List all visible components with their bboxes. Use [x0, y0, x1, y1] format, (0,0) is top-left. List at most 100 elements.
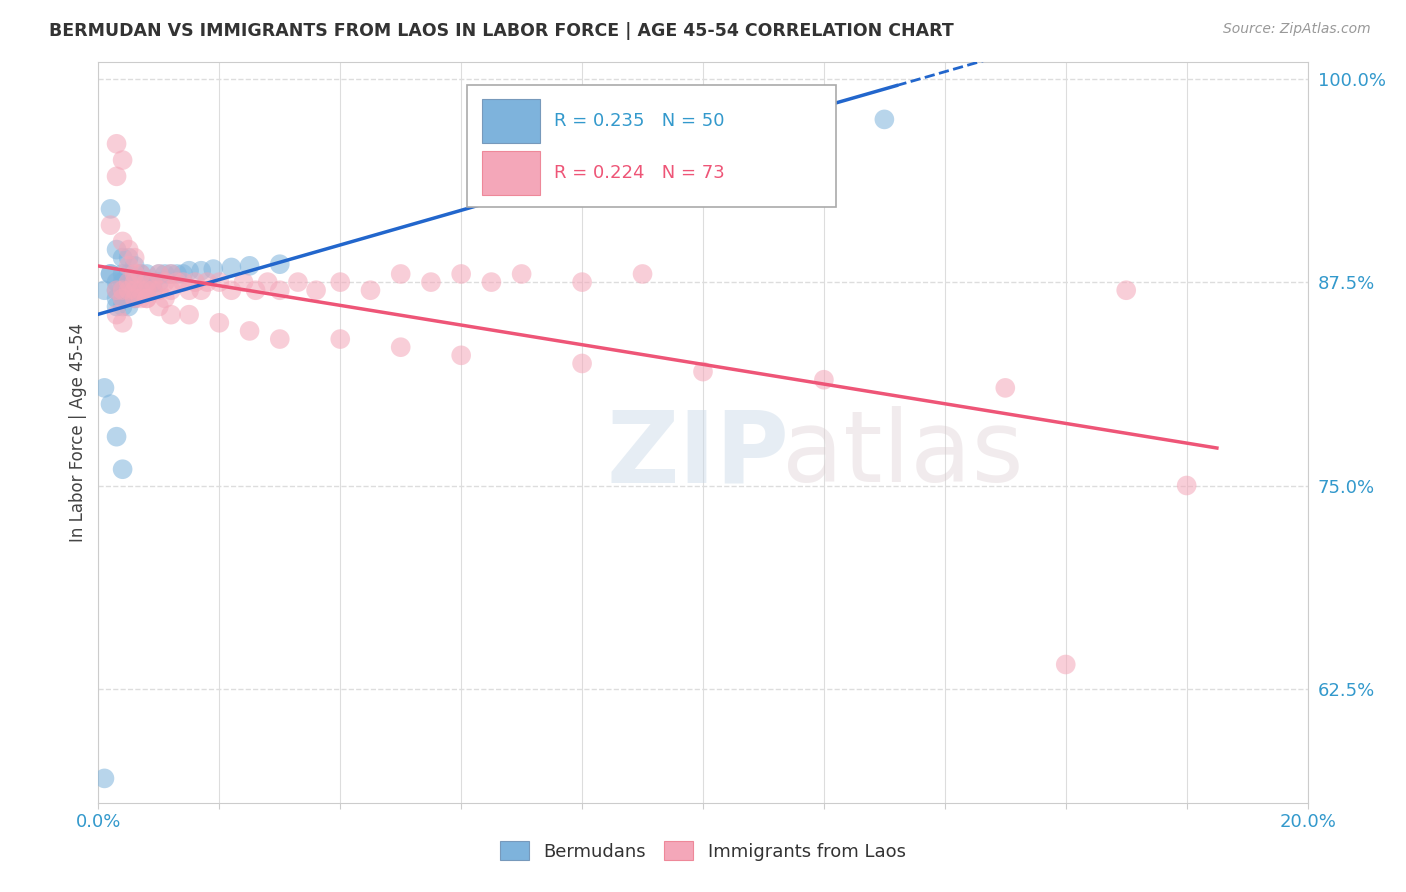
Point [100, 267, 122, 281]
Point [1175, 478, 1198, 492]
Legend: Bermudans, Immigrants from Laos: Bermudans, Immigrants from Laos [494, 834, 912, 868]
Point [571, 275, 593, 289]
Point [148, 267, 170, 281]
Text: R = 0.235   N = 50: R = 0.235 N = 50 [554, 112, 724, 130]
Point [153, 275, 176, 289]
Point [129, 283, 152, 297]
Point [118, 251, 141, 265]
Point [329, 332, 352, 346]
Point [135, 283, 157, 297]
Point [360, 283, 382, 297]
Point [105, 243, 128, 257]
Point [135, 275, 157, 289]
Point [124, 292, 146, 306]
Point [208, 275, 231, 289]
Point [450, 348, 472, 362]
Text: BERMUDAN VS IMMIGRANTS FROM LAOS IN LABOR FORCE | AGE 45-54 CORRELATION CHART: BERMUDAN VS IMMIGRANTS FROM LAOS IN LABO… [49, 22, 953, 40]
Point [124, 275, 146, 289]
Point [111, 283, 134, 297]
Point [148, 267, 170, 281]
Point [160, 267, 183, 281]
Point [202, 262, 225, 277]
Point [129, 267, 152, 281]
Point [105, 308, 128, 322]
Point [232, 275, 254, 289]
Point [118, 283, 141, 297]
Point [160, 267, 183, 281]
Point [142, 275, 165, 289]
Point [105, 283, 128, 297]
Point [118, 259, 141, 273]
Point [510, 267, 533, 281]
Point [142, 283, 165, 297]
Point [111, 153, 134, 167]
Point [129, 275, 152, 289]
Point [481, 275, 503, 289]
Point [105, 430, 128, 444]
FancyBboxPatch shape [482, 151, 540, 194]
Point [100, 202, 122, 216]
Point [105, 292, 128, 306]
Point [111, 267, 134, 281]
Point [179, 308, 201, 322]
Point [221, 260, 243, 275]
Point [269, 332, 291, 346]
Point [692, 365, 714, 379]
Point [118, 275, 141, 289]
Point [389, 340, 412, 354]
Point [166, 267, 188, 281]
Point [420, 275, 443, 289]
Point [287, 275, 309, 289]
Point [142, 275, 165, 289]
Point [124, 292, 146, 306]
Point [105, 136, 128, 151]
Point [208, 316, 231, 330]
FancyBboxPatch shape [467, 85, 837, 207]
Point [221, 283, 243, 297]
Point [1054, 657, 1077, 672]
Point [135, 275, 157, 289]
Point [179, 263, 201, 277]
Point [305, 283, 328, 297]
Point [994, 381, 1017, 395]
Point [111, 462, 134, 476]
Point [124, 259, 146, 273]
Point [172, 275, 194, 289]
Point [111, 283, 134, 297]
Point [142, 283, 165, 297]
Point [172, 267, 194, 281]
Point [148, 275, 170, 289]
Text: ZIP: ZIP [606, 407, 789, 503]
Point [111, 316, 134, 330]
Point [124, 283, 146, 297]
Point [100, 267, 122, 281]
Point [100, 218, 122, 232]
Point [389, 267, 412, 281]
Point [118, 283, 141, 297]
Point [245, 283, 267, 297]
Point [129, 267, 152, 281]
Point [129, 283, 152, 297]
Point [135, 292, 157, 306]
Point [111, 300, 134, 314]
Point [166, 275, 188, 289]
Point [105, 283, 128, 297]
Point [450, 267, 472, 281]
Point [135, 292, 157, 306]
Point [195, 275, 218, 289]
Point [239, 259, 262, 273]
Point [111, 235, 134, 249]
Point [105, 169, 128, 184]
Text: Source: ZipAtlas.com: Source: ZipAtlas.com [1223, 22, 1371, 37]
Point [813, 373, 835, 387]
Point [93, 381, 115, 395]
Point [179, 283, 201, 297]
Point [118, 267, 141, 281]
Point [93, 772, 115, 786]
Point [269, 257, 291, 271]
Point [124, 251, 146, 265]
Point [190, 263, 212, 277]
Point [124, 267, 146, 281]
Point [239, 324, 262, 338]
Point [118, 243, 141, 257]
